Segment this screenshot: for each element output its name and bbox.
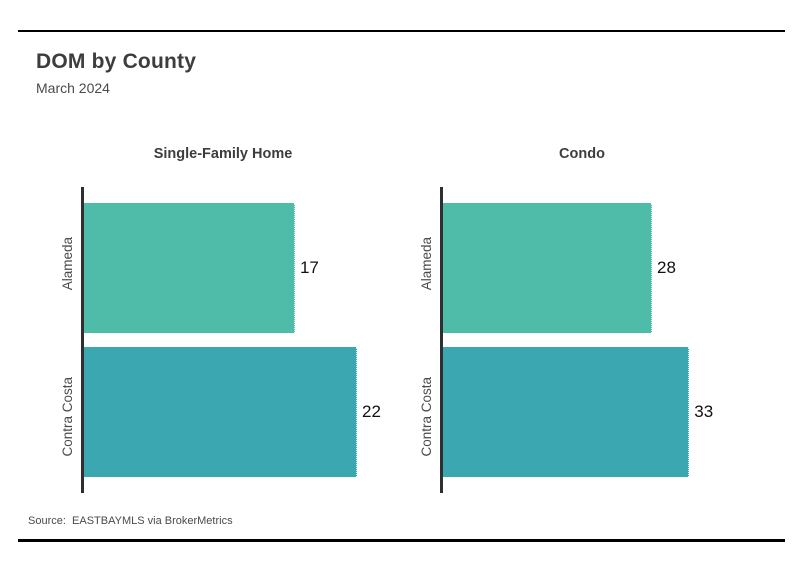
y-axis-labels: Alameda Contra Costa xyxy=(412,187,440,493)
plot-area: 17 22 xyxy=(81,187,393,493)
charts-row: Single-Family Home Alameda Contra Costa 1… xyxy=(53,146,752,493)
bar-row: 28 xyxy=(443,203,752,333)
page-title: DOM by County xyxy=(36,50,197,73)
source-note: Source: EASTBAYMLS via BrokerMetrics xyxy=(28,515,233,527)
y-axis-label: Contra Costa xyxy=(412,340,440,493)
bar-alameda xyxy=(443,203,652,333)
bottom-rule xyxy=(18,539,785,542)
chart-header: DOM by County March 2024 xyxy=(36,50,196,96)
chart-panel: Condo Alameda Contra Costa 28 33 xyxy=(412,146,752,493)
bar-row: 17 xyxy=(84,203,393,333)
y-axis-label: Alameda xyxy=(412,187,440,340)
y-axis-labels: Alameda Contra Costa xyxy=(53,187,81,493)
y-axis-label-text: Alameda xyxy=(418,236,434,291)
plot-area: 28 33 xyxy=(440,187,752,493)
page-subtitle: March 2024 xyxy=(36,80,110,97)
panel-title: Condo xyxy=(559,146,605,162)
bar-contra-costa xyxy=(443,347,690,477)
chart-panel: Single-Family Home Alameda Contra Costa 1… xyxy=(53,146,393,493)
bar-row: 33 xyxy=(443,347,752,477)
y-axis-label: Contra Costa xyxy=(53,340,81,493)
top-rule xyxy=(18,30,785,32)
panel-body: Alameda Contra Costa 17 22 xyxy=(53,187,393,493)
bar-contra-costa xyxy=(84,347,357,477)
bar-value-label: 33 xyxy=(694,402,714,421)
y-axis-label-text: Contra Costa xyxy=(418,376,434,457)
bar-row: 22 xyxy=(84,347,393,477)
bar-alameda xyxy=(84,203,295,333)
y-axis-label-text: Alameda xyxy=(59,236,75,291)
bar-value-label: 22 xyxy=(362,402,381,421)
bar-value-label: 17 xyxy=(299,258,319,277)
y-axis-label-text: Contra Costa xyxy=(59,376,75,457)
panel-body: Alameda Contra Costa 28 33 xyxy=(412,187,752,493)
bar-value-label: 28 xyxy=(656,258,676,277)
panel-title: Single-Family Home xyxy=(153,146,293,162)
y-axis-label: Alameda xyxy=(53,187,81,340)
